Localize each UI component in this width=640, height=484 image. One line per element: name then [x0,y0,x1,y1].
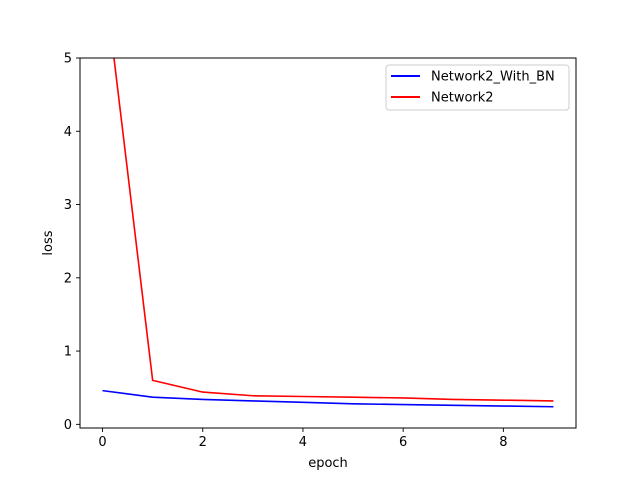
x-tick-label: 8 [499,435,507,450]
series-line-network2-with-bn [102,389,554,408]
plot-frame [79,57,577,429]
legend: Network2_With_BN Network2 [385,64,570,111]
x-tick-label: 0 [98,435,106,450]
x-axis-ticks: 0 2 4 6 8 [98,428,507,450]
y-tick-label: 4 [64,125,72,140]
y-axis-label: loss [41,230,56,255]
series-line-network2 [113,58,554,402]
y-tick-label: 1 [64,345,72,360]
y-tick-label: 0 [64,418,72,433]
y-tick-label: 2 [64,271,72,286]
x-tick-label: 4 [299,435,307,450]
x-tick-label: 6 [399,435,407,450]
y-tick-label: 5 [64,52,72,67]
legend-label-network2: Network2 [431,91,494,106]
legend-box [385,64,570,111]
x-tick-label: 2 [199,435,207,450]
x-axis-label: epoch [308,456,348,471]
legend-label-network2-with-bn: Network2_With_BN [431,70,555,85]
y-tick-label: 3 [64,198,72,213]
series-layer [102,58,554,408]
y-axis-ticks: 0 1 2 3 4 5 [64,52,80,433]
